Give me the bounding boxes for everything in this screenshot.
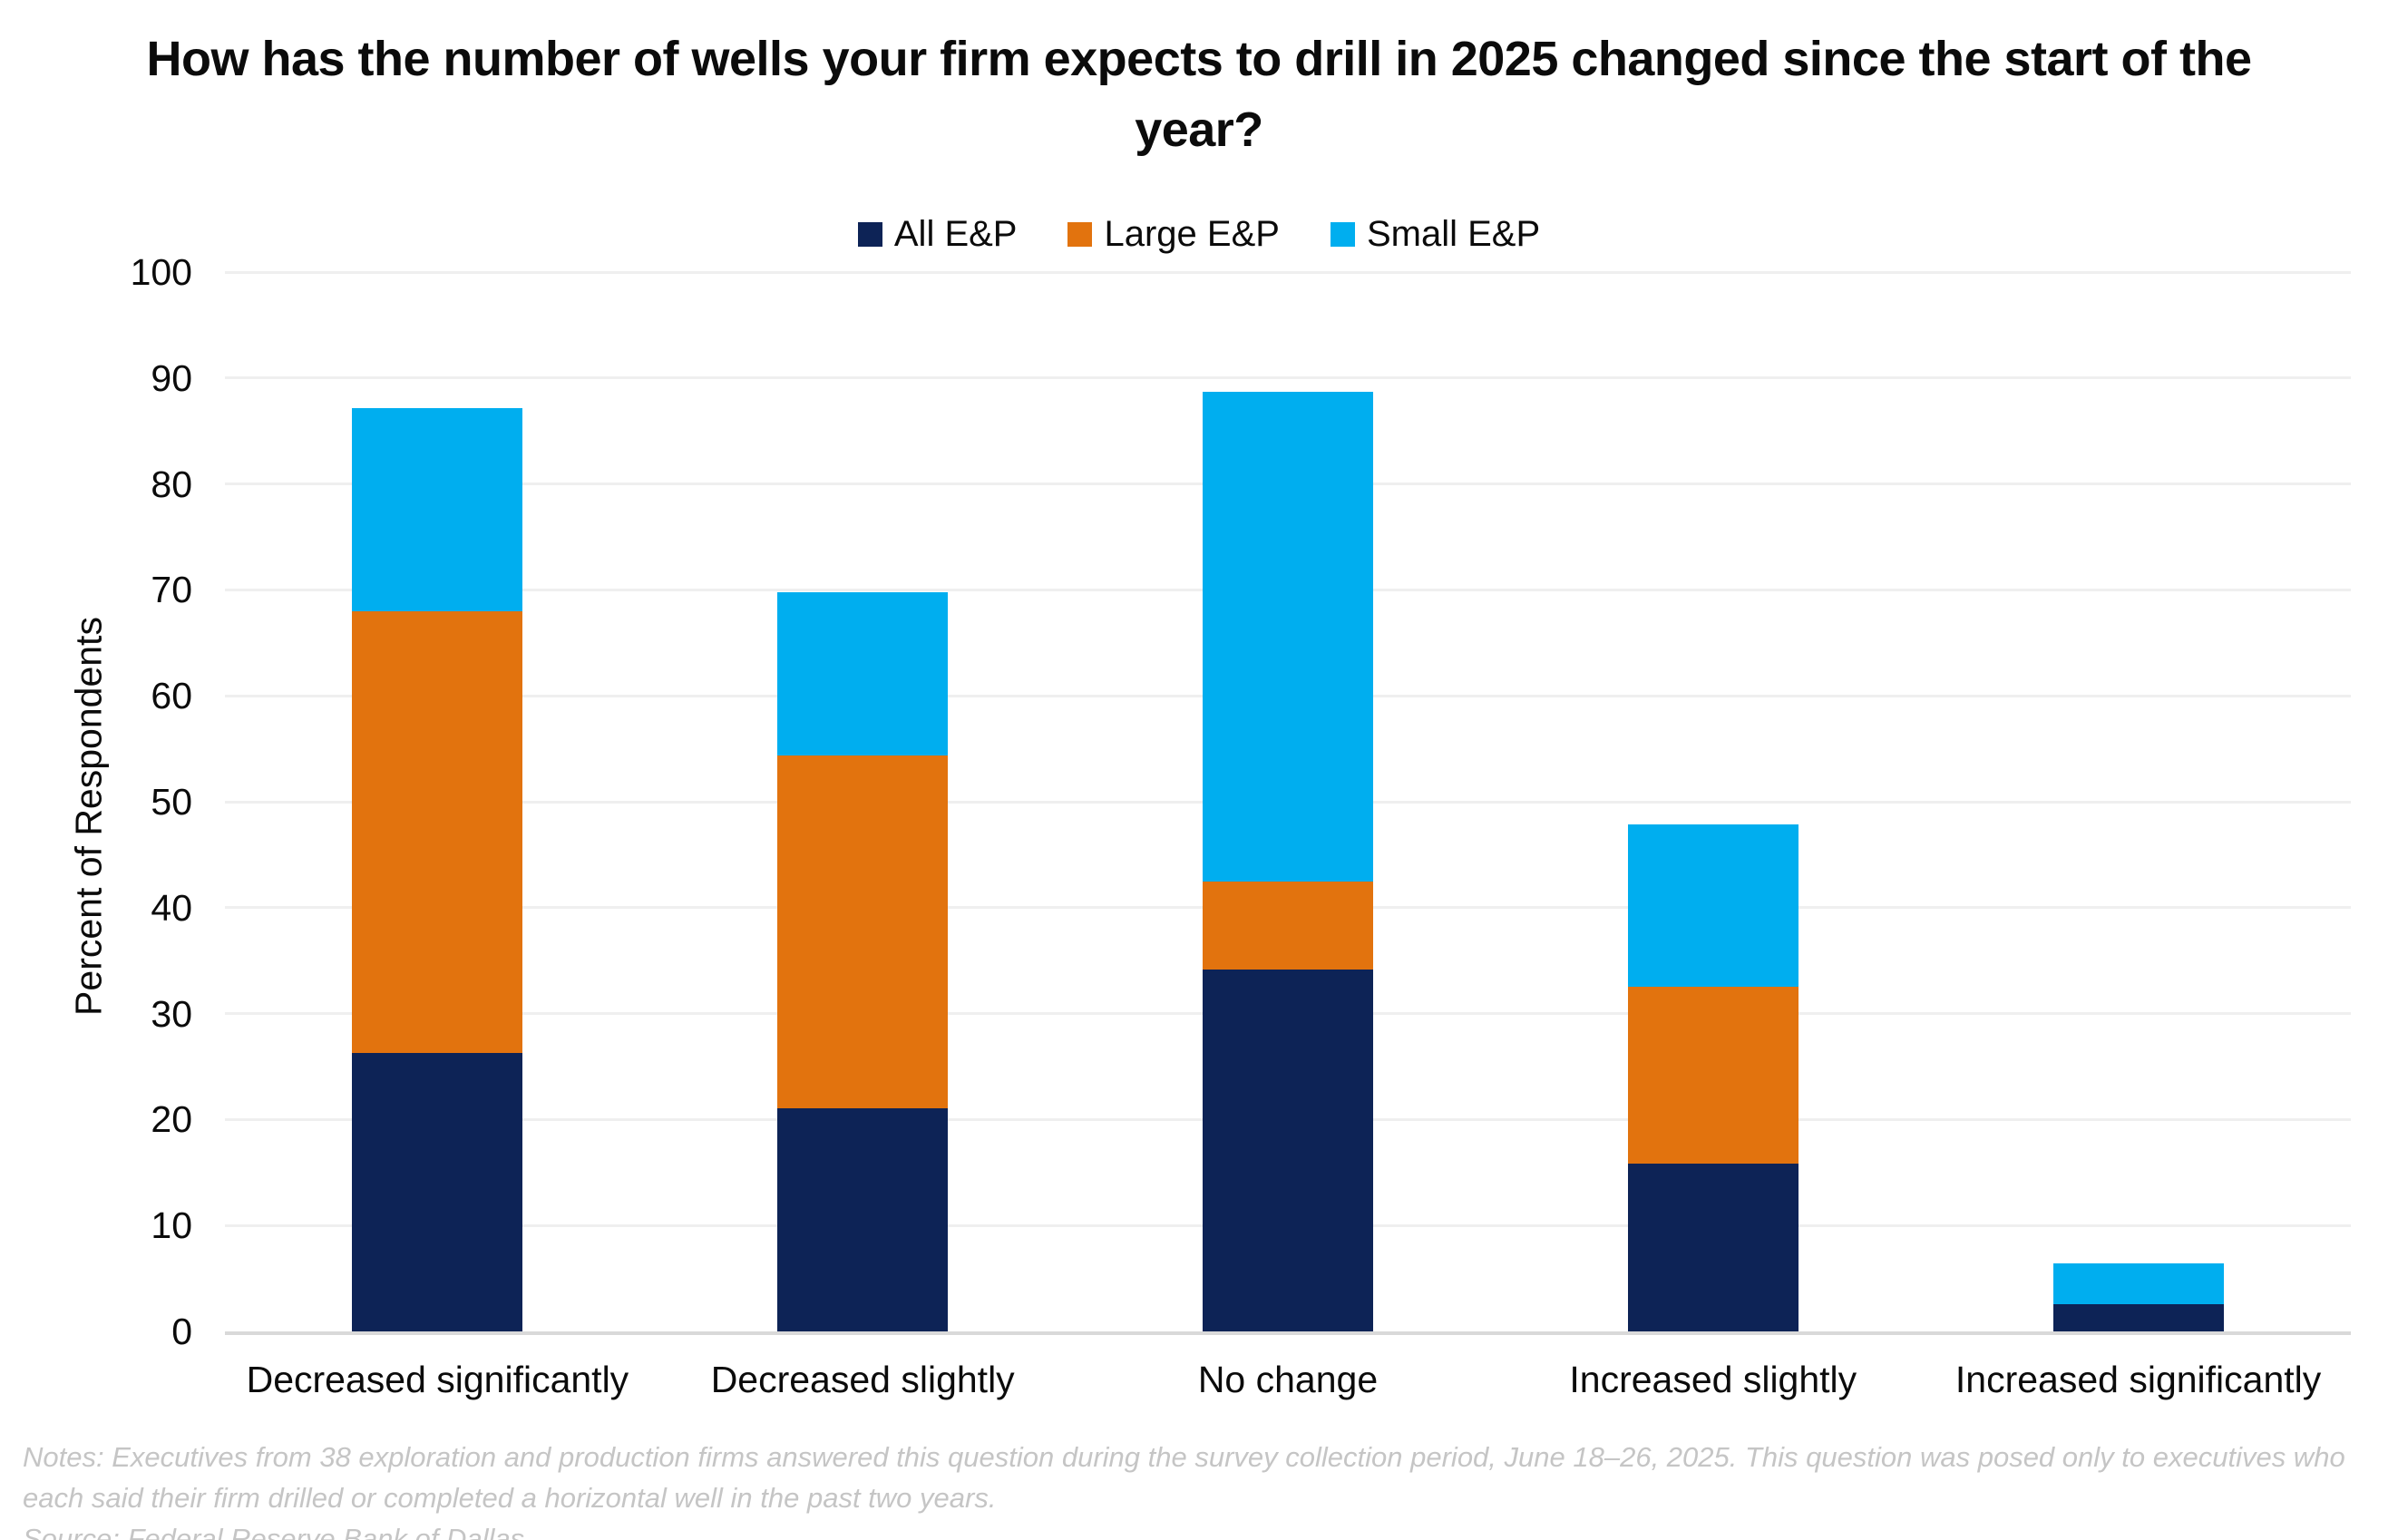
legend-item-small-ep: Small E&P	[1330, 214, 1541, 255]
bar-segment-large-e-p-decreased-slightly	[777, 755, 949, 1108]
x-label-decreased-significantly: Decreased significantly	[246, 1359, 629, 1400]
bar-segment-all-e-p-decreased-slightly	[777, 1107, 949, 1331]
y-tick-label-10: 10	[151, 1204, 192, 1247]
y-tick-label-80: 80	[151, 463, 192, 505]
bar-segment-small-e-p-decreased-significantly	[352, 407, 523, 611]
y-tick-label-40: 40	[151, 886, 192, 929]
source-line: Source: Federal Reserve Bank of Dallas.	[23, 1523, 532, 1540]
bar-segment-large-e-p-increased-slightly	[1627, 987, 1798, 1165]
x-label-increased-significantly: Increased significantly	[1954, 1359, 2322, 1400]
bar-segment-small-e-p-increased-slightly	[1627, 824, 1798, 988]
bar-segment-large-e-p-decreased-significantly	[352, 610, 523, 1053]
bar-segment-small-e-p-increased-significantly	[2052, 1263, 2224, 1304]
x-label-decreased-slightly: Decreased slightly	[710, 1359, 1015, 1400]
bar-segment-all-e-p-increased-slightly	[1627, 1164, 1798, 1331]
legend-swatch-all-ep	[857, 222, 882, 247]
bar-segment-small-e-p-decreased-slightly	[777, 591, 949, 755]
legend-label-all-ep: All E&P	[893, 214, 1018, 254]
notes-line-1: Notes: Executives from 38 exploration an…	[23, 1441, 2345, 1473]
chart-title: How has the number of wells your firm ex…	[146, 32, 2252, 157]
y-tick-label-0: 0	[171, 1311, 192, 1352]
legend-swatch-large-ep	[1067, 222, 1093, 247]
y-tick-label-70: 70	[151, 569, 192, 611]
y-tick-label-60: 60	[151, 675, 192, 717]
footnotes: Notes: Executives from 38 exploration an…	[23, 1437, 2392, 1540]
x-label-increased-slightly: Increased slightly	[1569, 1359, 1857, 1400]
y-tick-label-50: 50	[151, 781, 192, 823]
x-axis-line	[225, 1331, 2351, 1335]
bar-segment-all-e-p-decreased-significantly	[352, 1052, 523, 1331]
gridline-100	[225, 270, 2351, 274]
notes-line-2: each said their firm drilled or complete…	[23, 1482, 997, 1514]
y-tick-label-100: 100	[130, 251, 192, 293]
legend-item-large-ep: Large E&P	[1067, 214, 1280, 255]
legend-label-small-ep: Small E&P	[1366, 214, 1541, 254]
x-axis-labels: Decreased significantly Decreased slight…	[225, 1359, 2351, 1401]
x-label-no-change: No change	[1197, 1359, 1379, 1400]
legend-item-all-ep: All E&P	[857, 214, 1018, 255]
legend-swatch-small-ep	[1330, 222, 1355, 247]
y-tick-label-20: 20	[151, 1098, 192, 1141]
legend-label-large-ep: Large E&P	[1104, 214, 1280, 254]
gridline-90	[225, 376, 2351, 380]
bar-segment-all-e-p-no-change	[1203, 969, 1373, 1331]
bar-segment-all-e-p-increased-significantly	[2052, 1303, 2224, 1331]
legend: All E&P Large E&P Small E&P	[0, 214, 2398, 255]
bar-segment-large-e-p-no-change	[1203, 881, 1373, 970]
y-tick-label-30: 30	[151, 992, 192, 1035]
bar-segment-small-e-p-no-change	[1203, 391, 1373, 882]
y-tick-label-90: 90	[151, 356, 192, 399]
